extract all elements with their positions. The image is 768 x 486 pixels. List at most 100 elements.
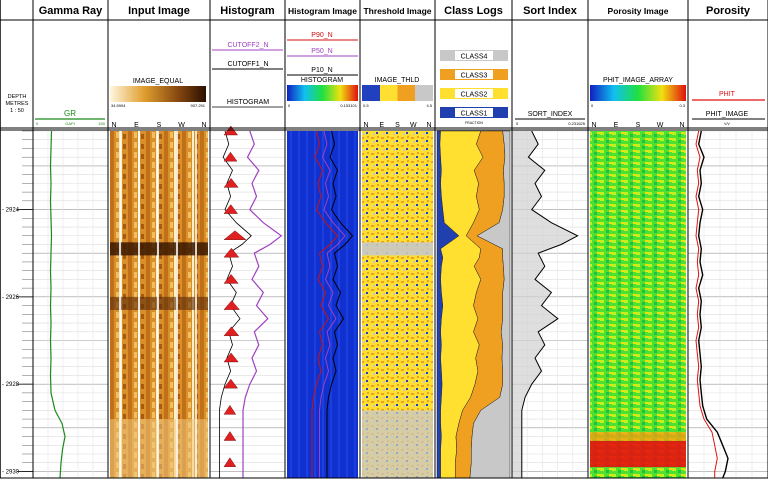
input-image-scale-min: 34.5904 — [111, 103, 126, 108]
histogram-peak — [223, 300, 240, 310]
histogram-peak — [223, 352, 239, 363]
histogram-peak — [223, 151, 238, 162]
himg-colorbar — [287, 85, 358, 101]
depth-tick-label: - 2928 — [2, 382, 20, 388]
porosity-high-band — [590, 432, 686, 441]
azimuth-label-img: W — [178, 122, 185, 129]
depth-tick-label: - 2924 — [2, 208, 20, 214]
histogram-peak — [223, 457, 237, 467]
depth-scale-label: 1 : 50 — [10, 108, 24, 114]
histogram-peak — [223, 247, 240, 258]
histogram-peak — [223, 326, 240, 336]
histogram-peak — [223, 378, 239, 389]
gamma-ray-curve — [49, 130, 66, 479]
histogram-peak — [223, 404, 237, 415]
azimuth-label-thld: N — [426, 122, 431, 129]
input-image-colorbar — [110, 86, 206, 102]
phit-image-curve — [697, 130, 729, 479]
azimuth-label-img: E — [134, 122, 139, 129]
track-title-sort: Sort Index — [523, 5, 578, 17]
p50-label: P50_N — [311, 48, 332, 55]
depth-header-label: DEPTH — [8, 94, 27, 100]
class-unit-label: FRACTION — [465, 121, 483, 125]
phit-curve — [695, 130, 718, 478]
por-image-scale-min: 0 — [591, 103, 594, 108]
cutoff2-label: CUTOFF2_N — [227, 42, 268, 49]
class3-label-box — [455, 70, 493, 79]
threshold-grey-band — [362, 242, 433, 256]
azimuth-label-img: N — [111, 122, 116, 129]
sort-scale-max: 0.231625 — [568, 121, 585, 126]
track-title-por: Porosity Image — [608, 6, 669, 16]
azimuth-label-por: N — [591, 122, 596, 129]
azimuth-label-por: W — [657, 122, 664, 129]
azimuth-label-thld: E — [379, 122, 384, 129]
por-image-curve-label: PHIT_IMAGE_ARRAY — [603, 77, 673, 84]
azimuth-label-img: S — [157, 122, 162, 129]
class4-label: CLASS4 — [461, 54, 488, 61]
histogram-peak — [223, 178, 239, 188]
azimuth-label-thld: S — [395, 122, 400, 129]
threshold-grey-band — [362, 410, 433, 478]
histogram-peak — [223, 274, 239, 284]
histogram-image-texture — [287, 131, 358, 478]
depth-tick-label: - 2926 — [2, 295, 20, 301]
track-title-row: Gamma Ray Input Image Histogram Histogram I… — [39, 5, 751, 129]
track-title-cls: Class Logs — [444, 5, 503, 17]
phit-curve-label: PHIT — [719, 91, 736, 98]
porosity-high-band — [590, 440, 686, 468]
azimuth-label-por: N — [679, 122, 684, 129]
azimuth-label-img: N — [201, 122, 206, 129]
class2-label-box — [455, 89, 493, 98]
himg-scale-max: 0.153101 — [340, 103, 357, 108]
sort-scale-min: 0 — [516, 121, 519, 126]
track-title-gr: Gamma Ray — [39, 5, 103, 17]
himg-histogram-label: HISTOGRAM — [301, 77, 343, 84]
gr-scale-max: 150 — [98, 121, 105, 126]
cutoff1-label: CUTOFF1_N — [227, 61, 268, 68]
gr-unit-label: GAPI — [65, 121, 75, 126]
p90-label: P90_N — [311, 32, 332, 39]
sort-curve-label: SORT_INDEX — [528, 111, 573, 118]
histogram-curve — [218, 130, 252, 478]
gr-curve-label: GR — [64, 109, 76, 118]
sort-index-fill — [512, 131, 578, 478]
input-image-scale-max: 907.291 — [191, 103, 206, 108]
track-title-himg: Histogram Image — [288, 6, 357, 16]
track-title-phit: Porosity — [706, 5, 751, 17]
azimuth-label-por: S — [636, 122, 641, 129]
depth-unit-label: METRES — [6, 101, 29, 107]
log-body: - 2924 - 2926 - 2928 - 2930 — [2, 125, 768, 479]
p10-label: P10_N — [311, 67, 332, 74]
p90-curve — [311, 130, 339, 478]
input-image-curve-label: IMAGE_EQUAL — [133, 78, 183, 85]
histogram-peak — [223, 431, 237, 441]
gr-scale-min: 0 — [36, 121, 39, 126]
azimuth-label-por: E — [614, 122, 619, 129]
sort-index-curve — [521, 130, 579, 478]
azimuth-label-thld: W — [410, 122, 417, 129]
track-header-row: DEPTH METRES 1 : 50 GR 0 GAPI 150 IMAGE_… — [6, 32, 765, 126]
phit-image-curve-label: PHIT_IMAGE — [706, 111, 749, 118]
track-title-thld: Threshold Image — [363, 6, 431, 16]
depth-tick-label: - 2930 — [2, 469, 20, 475]
class3-label: CLASS3 — [461, 73, 488, 80]
porosity-image-texture — [590, 131, 686, 478]
thld-curve-label: IMAGE_THLD — [375, 77, 420, 84]
phit-unit-label: V/V — [724, 122, 730, 126]
thld-scale-max: 4.5 — [426, 103, 432, 108]
p10-curve — [326, 130, 354, 478]
track-title-hist: Histogram — [220, 5, 275, 17]
histogram-peak — [223, 204, 239, 214]
cutoff2-curve — [242, 130, 283, 478]
por-image-colorbar — [590, 85, 686, 101]
himg-scale-min: 0 — [288, 103, 291, 108]
class1-label-box — [455, 108, 493, 117]
thld-scale-min: 0.5 — [363, 103, 369, 108]
histogram-peak — [223, 230, 247, 240]
class4-label-box — [455, 51, 493, 60]
p50-curve — [319, 130, 346, 478]
class1-label: CLASS1 — [461, 111, 488, 118]
